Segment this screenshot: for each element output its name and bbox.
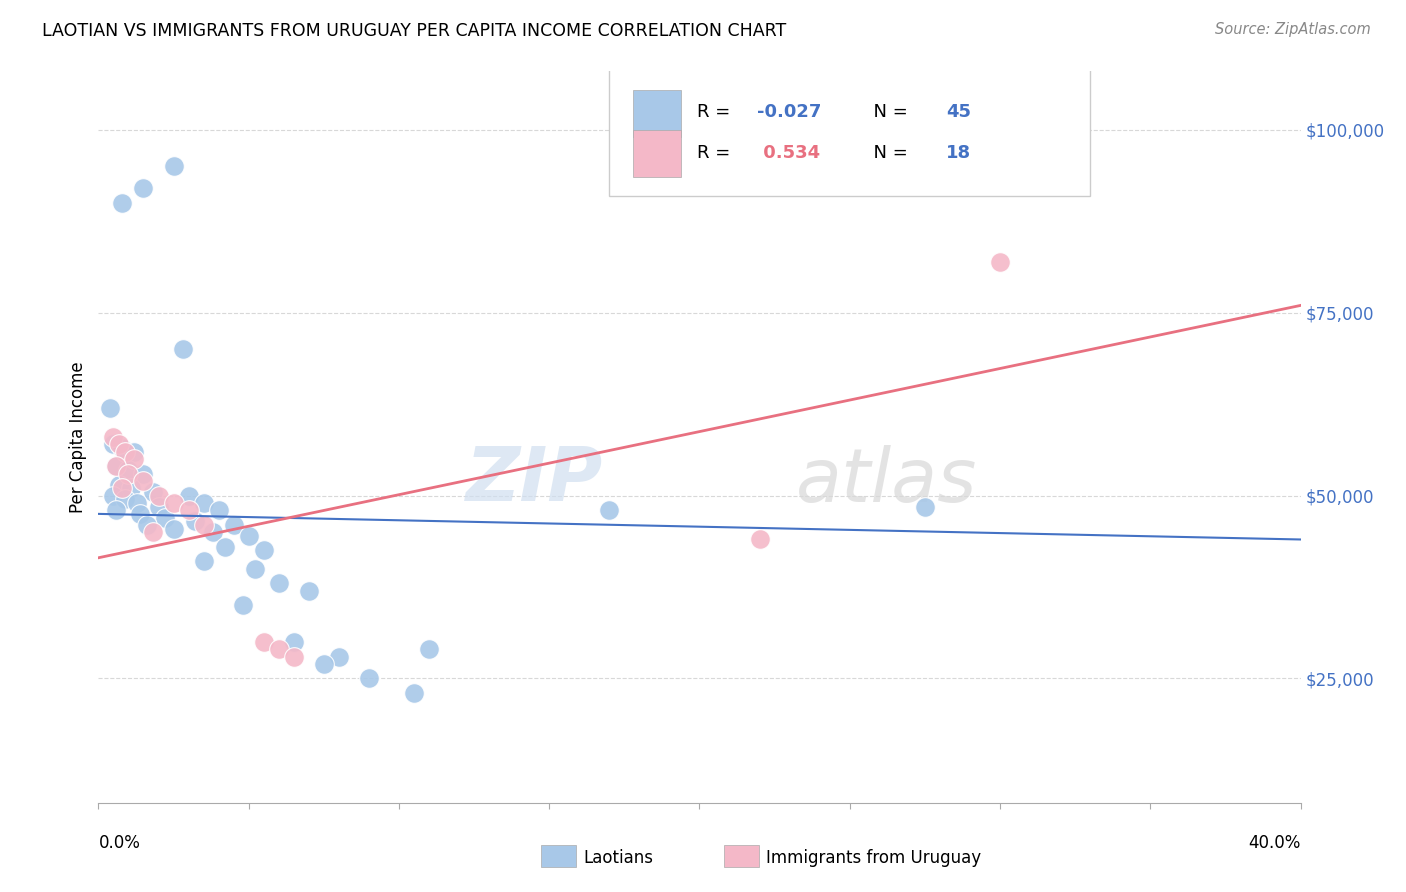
Point — [148, 500, 170, 514]
Point — [108, 477, 131, 491]
Point — [141, 525, 163, 540]
Point — [253, 635, 276, 649]
Text: N =: N = — [862, 103, 914, 120]
Point — [108, 437, 131, 451]
Text: ZIP: ZIP — [465, 444, 603, 517]
Point — [117, 463, 139, 477]
Point — [162, 496, 184, 510]
Point — [162, 521, 184, 535]
Point — [129, 507, 152, 521]
Point — [124, 444, 146, 458]
Point — [114, 444, 136, 458]
Point — [162, 160, 184, 174]
Point — [141, 485, 163, 500]
Text: R =: R = — [697, 103, 737, 120]
Point — [177, 489, 200, 503]
Point — [238, 529, 260, 543]
Point — [127, 496, 149, 510]
Point — [312, 657, 335, 671]
Point — [232, 599, 254, 613]
Text: -0.027: -0.027 — [758, 103, 821, 120]
Point — [267, 576, 290, 591]
Point — [214, 540, 236, 554]
Point — [598, 503, 620, 517]
Point — [132, 474, 155, 488]
Text: 18: 18 — [946, 145, 972, 162]
FancyBboxPatch shape — [609, 68, 1090, 195]
Point — [103, 489, 125, 503]
Point — [148, 489, 170, 503]
Point — [298, 583, 321, 598]
Point — [748, 533, 770, 547]
Point — [111, 441, 134, 455]
Text: N =: N = — [862, 145, 914, 162]
Point — [153, 510, 176, 524]
Point — [132, 181, 155, 195]
Point — [914, 500, 936, 514]
Point — [208, 503, 231, 517]
Point — [267, 642, 290, 657]
Point — [328, 649, 350, 664]
Text: Laotians: Laotians — [583, 849, 654, 867]
Text: 45: 45 — [946, 103, 972, 120]
Point — [132, 467, 155, 481]
FancyBboxPatch shape — [633, 89, 682, 137]
Text: atlas: atlas — [796, 445, 977, 517]
FancyBboxPatch shape — [633, 130, 682, 178]
Text: Source: ZipAtlas.com: Source: ZipAtlas.com — [1215, 22, 1371, 37]
Point — [193, 554, 215, 568]
Y-axis label: Per Capita Income: Per Capita Income — [69, 361, 87, 513]
Point — [283, 635, 305, 649]
Text: 0.534: 0.534 — [758, 145, 820, 162]
Point — [105, 459, 128, 474]
Point — [243, 562, 266, 576]
Point — [111, 481, 134, 495]
Point — [418, 642, 440, 657]
Point — [117, 467, 139, 481]
Point — [253, 543, 276, 558]
Point — [124, 452, 146, 467]
Text: 0.0%: 0.0% — [98, 834, 141, 852]
Point — [222, 517, 245, 532]
Point — [177, 503, 200, 517]
Text: R =: R = — [697, 145, 737, 162]
Text: LAOTIAN VS IMMIGRANTS FROM URUGUAY PER CAPITA INCOME CORRELATION CHART: LAOTIAN VS IMMIGRANTS FROM URUGUAY PER C… — [42, 22, 786, 40]
Point — [105, 459, 128, 474]
Point — [283, 649, 305, 664]
Point — [172, 343, 194, 357]
Text: Immigrants from Uruguay: Immigrants from Uruguay — [766, 849, 981, 867]
Text: 40.0%: 40.0% — [1249, 834, 1301, 852]
Point — [988, 254, 1011, 268]
Point — [114, 492, 136, 507]
Point — [100, 401, 122, 415]
Point — [103, 437, 125, 451]
Point — [193, 496, 215, 510]
Point — [105, 503, 128, 517]
Point — [402, 686, 425, 700]
Point — [135, 517, 157, 532]
Point — [193, 517, 215, 532]
Point — [111, 196, 134, 211]
Point — [357, 672, 380, 686]
Point — [121, 481, 143, 495]
Point — [103, 430, 125, 444]
Point — [183, 514, 205, 528]
Point — [201, 525, 224, 540]
